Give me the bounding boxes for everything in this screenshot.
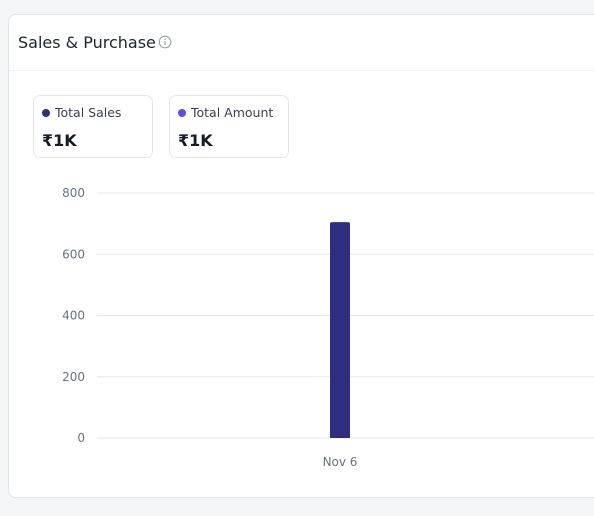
y-tick-label-0: 0 — [77, 431, 85, 445]
bar-nov-6 — [330, 222, 350, 438]
total-amount-label-row: Total Amount — [178, 105, 273, 120]
card-header: Sales & Purchase — [9, 15, 594, 71]
y-tick-label-400: 400 — [62, 309, 85, 323]
sales-purchase-card: Sales & Purchase Total Sales ₹1K Total A… — [8, 14, 594, 498]
y-tick-label-600: 600 — [62, 247, 85, 261]
total-amount-stat: Total Amount ₹1K — [169, 95, 289, 158]
total-amount-label: Total Amount — [191, 105, 274, 120]
total-sales-legend-dot — [42, 108, 50, 117]
total-sales-label-row: Total Sales — [42, 105, 121, 120]
x-tick-label-0: Nov 6 — [323, 455, 358, 469]
total-sales-label: Total Sales — [55, 105, 122, 120]
total-sales-value: ₹1K — [42, 131, 77, 150]
y-tick-label-800: 800 — [62, 186, 85, 200]
total-amount-legend-dot — [178, 108, 186, 117]
total-amount-value: ₹1K — [178, 131, 213, 150]
y-tick-label-200: 200 — [62, 370, 85, 384]
total-sales-stat: Total Sales ₹1K — [33, 95, 153, 158]
info-icon[interactable] — [158, 35, 172, 49]
card-title: Sales & Purchase — [18, 33, 156, 52]
